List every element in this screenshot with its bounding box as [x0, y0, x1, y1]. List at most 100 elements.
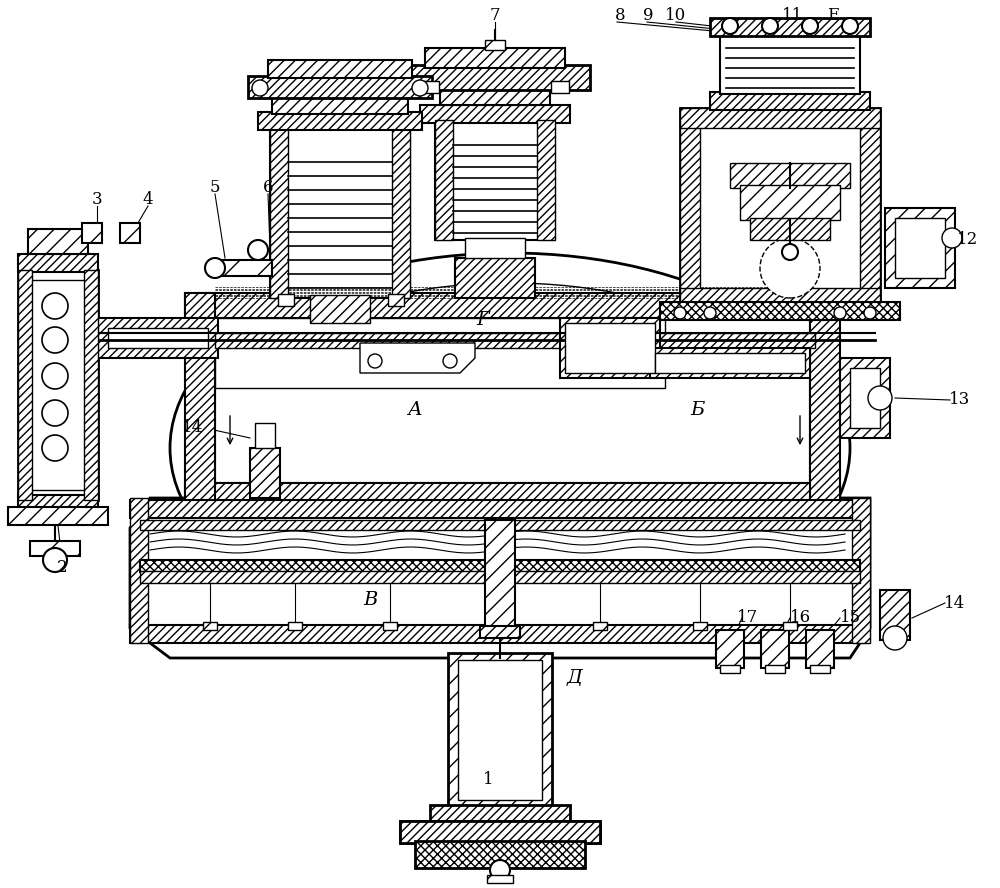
Bar [220, 260, 272, 276]
Circle shape [883, 626, 907, 650]
Bar [30, 541, 80, 556]
Bar [435, 120, 555, 240]
Circle shape [762, 18, 778, 34]
Bar [400, 65, 590, 90]
Bar [850, 368, 880, 428]
Text: 11: 11 [782, 7, 804, 25]
Circle shape [205, 258, 225, 278]
Circle shape [42, 400, 68, 426]
Circle shape [802, 18, 818, 34]
Bar [593, 622, 607, 630]
Text: А: А [408, 401, 422, 419]
Circle shape [42, 327, 68, 353]
Circle shape [760, 238, 820, 298]
Text: 12: 12 [957, 232, 979, 249]
Circle shape [42, 363, 68, 389]
Text: 13: 13 [949, 392, 971, 408]
Bar [400, 821, 600, 843]
Text: В: В [363, 591, 377, 609]
Bar [420, 105, 570, 123]
Circle shape [443, 354, 457, 368]
Bar [140, 520, 860, 530]
Bar [761, 630, 789, 668]
Polygon shape [130, 498, 870, 658]
Text: 17: 17 [737, 609, 759, 627]
Bar [270, 128, 288, 298]
Circle shape [782, 244, 798, 260]
Bar [383, 622, 397, 630]
Polygon shape [810, 293, 840, 508]
Bar [852, 498, 870, 643]
Text: 14: 14 [182, 419, 204, 437]
Circle shape [834, 307, 846, 319]
Bar [28, 229, 88, 254]
Bar [120, 223, 140, 243]
Bar [693, 622, 707, 630]
Bar [18, 270, 32, 500]
Bar [680, 108, 700, 308]
Bar [720, 665, 740, 673]
Bar [710, 92, 870, 110]
Bar [720, 34, 860, 94]
Bar [130, 500, 870, 518]
Bar [655, 353, 805, 373]
Bar [680, 108, 880, 308]
Text: 7: 7 [490, 7, 500, 25]
Bar [537, 120, 555, 240]
Circle shape [722, 18, 738, 34]
Text: 6: 6 [263, 179, 273, 196]
Bar [885, 208, 955, 288]
Bar [310, 295, 370, 323]
Bar [84, 270, 98, 500]
Bar [455, 258, 535, 298]
Bar [140, 560, 860, 572]
Bar [272, 96, 408, 114]
Bar [268, 60, 412, 78]
Text: 2: 2 [57, 559, 67, 576]
Ellipse shape [200, 283, 820, 613]
Bar [425, 48, 565, 68]
Circle shape [412, 80, 428, 96]
Text: 16: 16 [789, 609, 811, 627]
Text: Б: Б [691, 401, 705, 419]
Bar [388, 294, 404, 306]
Bar [448, 653, 552, 808]
Circle shape [704, 307, 716, 319]
Bar [18, 270, 98, 500]
Bar [860, 108, 880, 308]
Text: Е: Е [827, 7, 839, 25]
Circle shape [248, 240, 268, 260]
Text: 3: 3 [92, 192, 102, 209]
Bar [108, 328, 208, 348]
Polygon shape [185, 293, 840, 318]
Bar [458, 660, 542, 800]
Bar [493, 622, 507, 630]
Bar [565, 323, 655, 373]
Text: Г: Г [477, 311, 489, 329]
Bar [487, 875, 513, 883]
Bar [765, 665, 785, 673]
Bar [783, 622, 797, 630]
Bar [215, 318, 810, 483]
Bar [278, 294, 294, 306]
Circle shape [42, 435, 68, 461]
Bar [430, 805, 570, 823]
Bar [8, 507, 108, 525]
Bar [140, 571, 860, 583]
Text: 9: 9 [643, 7, 653, 25]
Bar [18, 254, 98, 272]
Bar [18, 495, 98, 510]
Text: 14: 14 [944, 594, 966, 612]
Bar [710, 18, 870, 36]
Circle shape [674, 307, 686, 319]
Text: 15: 15 [839, 609, 861, 627]
Circle shape [42, 293, 68, 319]
Bar [421, 81, 439, 93]
Bar [750, 218, 830, 240]
Text: 8: 8 [615, 7, 625, 25]
Bar [215, 318, 665, 388]
Bar [465, 238, 525, 258]
Bar [680, 288, 880, 308]
Bar [480, 626, 520, 638]
Bar [98, 318, 218, 358]
